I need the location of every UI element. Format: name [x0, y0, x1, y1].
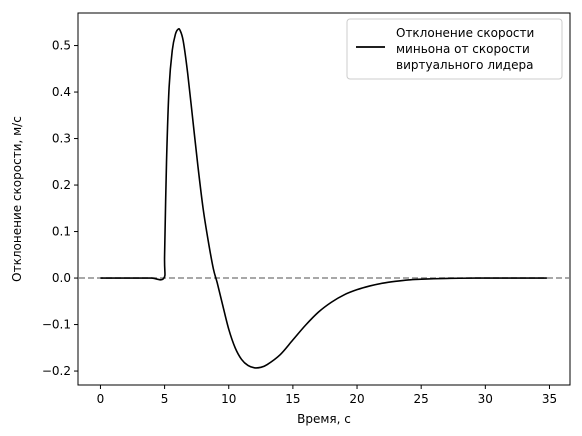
y-axis-label: Отклонение скорости, м/с [10, 116, 24, 282]
plot-frame [77, 12, 571, 386]
y-tick-label: 0.4 [52, 85, 71, 99]
x-tick-label: 15 [285, 392, 300, 406]
y-ticks-group: −0.2 −0.1 0.0 0.1 0.2 0.3 0.4 0.5 [42, 39, 78, 378]
series-line [100, 27, 547, 369]
y-tick-label: 0.1 [52, 225, 71, 239]
x-tick-label: 30 [478, 392, 493, 406]
x-tick-label: 0 [97, 392, 105, 406]
y-tick-label: −0.2 [42, 364, 71, 378]
y-tick-label: 0.0 [52, 271, 71, 285]
legend-label-line-2: миньона от скорости [396, 42, 530, 56]
x-tick-label: 20 [349, 392, 364, 406]
x-axis-label: Время, с [297, 412, 351, 426]
x-ticks-group: 0 5 10 15 20 25 30 35 [97, 385, 557, 406]
legend-label-line-3: виртуального лидера [396, 58, 533, 72]
legend-label-line-1: Отклонение скорости [396, 26, 534, 40]
legend-box [346, 18, 563, 80]
y-tick-label: −0.1 [42, 318, 71, 332]
x-tick-label: 35 [542, 392, 557, 406]
x-tick-label: 25 [414, 392, 429, 406]
x-tick-label: 5 [161, 392, 169, 406]
legend: Отклонение скорости миньона от скорости … [346, 18, 563, 80]
y-tick-label: 0.5 [52, 39, 71, 53]
x-tick-label: 10 [221, 392, 236, 406]
y-tick-label: 0.3 [52, 132, 71, 146]
y-tick-label: 0.2 [52, 178, 71, 192]
